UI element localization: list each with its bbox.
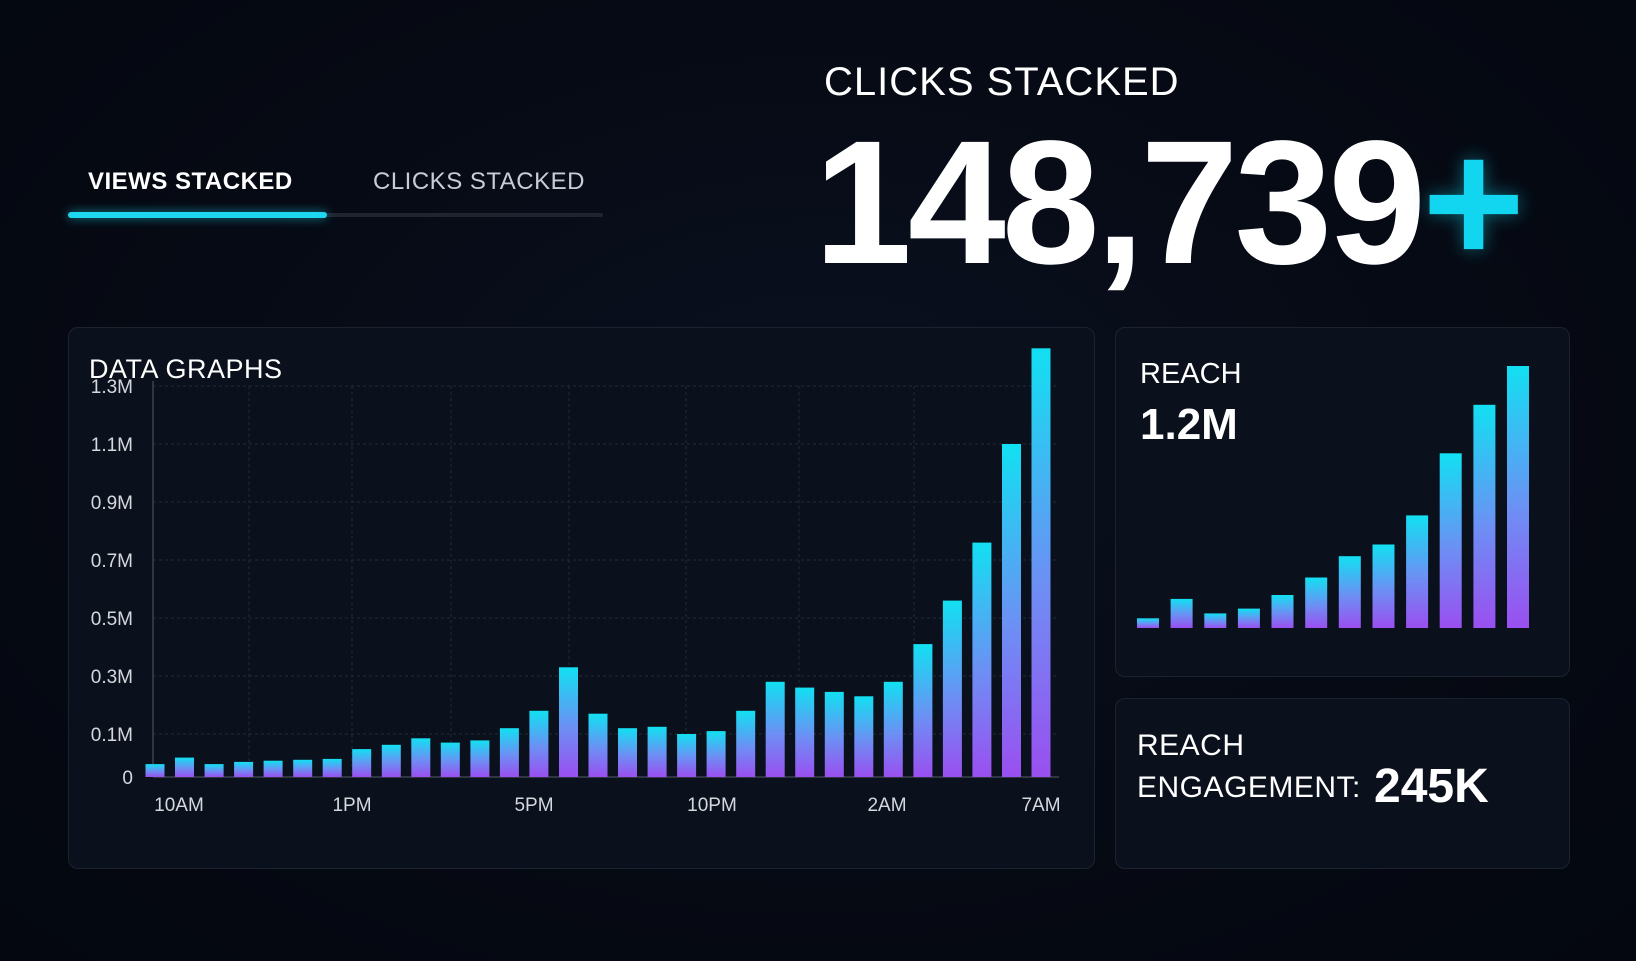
reach-bar (1305, 577, 1328, 628)
chart-bar (972, 542, 992, 777)
chart-bar (588, 713, 608, 777)
reach-panel: REACH 1.2M (1115, 327, 1570, 677)
tab-views-stacked[interactable]: VIEWS STACKED (88, 168, 293, 195)
chart-bar (411, 738, 431, 777)
chart-bar (145, 764, 165, 777)
chart-bar (234, 761, 254, 777)
chart-bar (1031, 348, 1051, 777)
chart-bar (293, 759, 313, 777)
hero-value: 148,739 (814, 105, 1426, 301)
hero-label: CLICKS STACKED (824, 60, 1180, 104)
reach-bar (1137, 618, 1159, 628)
y-tick-label: 0.7M (91, 551, 133, 572)
y-tick-label: 0 (122, 768, 133, 789)
y-tick-label: 0.3M (91, 667, 133, 688)
x-tick-label: 2AM (867, 795, 906, 816)
bars (145, 348, 1051, 778)
chart-bar (559, 667, 578, 777)
tab-clicks-stacked[interactable]: CLICKS STACKED (373, 168, 585, 195)
chart-bar (913, 644, 933, 777)
y-tick-label: 0.5M (91, 609, 133, 630)
x-tick-label: 5PM (514, 795, 553, 816)
y-tick-label: 1.1M (91, 435, 133, 456)
reach-bar (1204, 613, 1227, 628)
reach-bar (1406, 515, 1429, 628)
reach-value: 1.2M (1140, 400, 1238, 449)
chart-bar (854, 696, 874, 777)
reach-bar (1507, 366, 1529, 628)
reach-bar (1439, 453, 1462, 628)
tab-track (68, 213, 603, 217)
reach-bars (1137, 366, 1529, 628)
hero-plus-suffix: + (1422, 105, 1525, 301)
chart-bar (499, 728, 519, 777)
engagement-label-line1: REACH (1137, 729, 1245, 762)
chart-bar (470, 740, 490, 777)
engagement-value: 245K (1374, 760, 1489, 813)
chart-bar (440, 742, 460, 777)
active-tab-indicator (68, 212, 327, 218)
reach-bar (1237, 608, 1260, 628)
panel-title: DATA GRAPHS (89, 354, 283, 384)
chart-bar (765, 681, 785, 777)
chart-bar (824, 691, 844, 777)
chart-bar (618, 728, 637, 777)
reach-bar (1170, 598, 1193, 628)
reach-bar (1372, 544, 1395, 628)
chart-bar (677, 734, 697, 777)
chart-bar (647, 726, 667, 778)
chart-bar (883, 681, 903, 777)
chart-bar (795, 687, 815, 777)
chart-bar (1002, 444, 1021, 777)
engagement-panel: REACH ENGAGEMENT: 245K (1115, 698, 1570, 869)
reach-bar (1338, 556, 1361, 628)
chart-bar (706, 731, 726, 777)
y-tick-label: 1.3M (91, 377, 133, 398)
reach-bar (1271, 595, 1294, 628)
chart-bar (352, 749, 372, 777)
reach-bar (1473, 404, 1496, 628)
engagement-label-line2: ENGAGEMENT: (1137, 771, 1361, 804)
chart-bar (736, 710, 756, 777)
chart-bar (175, 757, 194, 777)
chart-bar (322, 758, 342, 777)
x-tick-label: 10PM (687, 795, 737, 816)
chart-bar (204, 764, 224, 777)
x-tick-label: 10AM (154, 795, 204, 816)
data-graphs-panel: DATA GRAPHS 0 0.1M 0.3M 0.5M 0.7M 0.9M 1.1M 1.3… (68, 327, 1095, 869)
chart-bar (263, 760, 283, 777)
hero-value-container: 148,739+ (814, 115, 1525, 291)
chart-bar (381, 744, 401, 778)
x-tick-label: 7AM (1021, 795, 1060, 816)
chart-bar (942, 600, 962, 777)
y-tick-label: 0.9M (91, 493, 133, 514)
reach-label: REACH (1140, 358, 1242, 390)
chart-bar (529, 710, 549, 777)
main-bar-chart: 0 0.1M 0.3M 0.5M 0.7M 0.9M 1.1M 1.3M 10AM 1PM 5PM 1… (91, 348, 1061, 816)
reach-bar-chart (1137, 366, 1529, 628)
y-tick-label: 0.1M (91, 725, 133, 746)
view-tabs: VIEWS STACKED CLICKS STACKED (68, 160, 603, 220)
x-tick-label: 1PM (332, 795, 371, 816)
